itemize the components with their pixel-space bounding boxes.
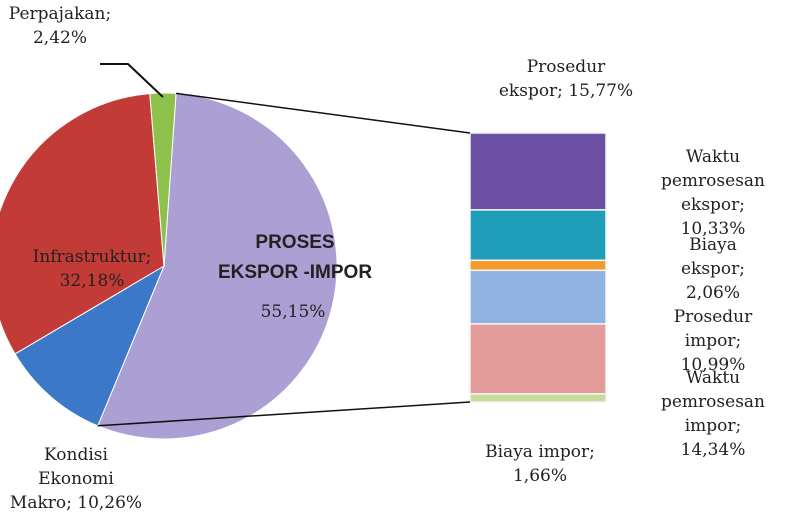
data-label: Perpajakan; 2,42% [9, 2, 111, 50]
label-text: 15,77% [568, 81, 634, 101]
label-text: PROSES EKSPOR -IMPOR [217, 232, 373, 283]
label-text: 2,06% [685, 283, 740, 303]
bar-segment [469, 209, 607, 262]
label-text: Perpajakan; [8, 4, 112, 24]
bar-segment [469, 132, 607, 211]
data-label: PROSES EKSPOR -IMPOR [218, 228, 372, 288]
label-text: Biaya ekspor; [680, 235, 746, 279]
bar-segment [469, 259, 607, 272]
data-label: Biaya ekspor; 2,06% [671, 233, 756, 305]
pie-slice [149, 92, 177, 267]
label-text: Infrastruktur; [32, 247, 152, 267]
pie-slice [14, 264, 166, 427]
label-text: 10,99% [680, 355, 746, 375]
label-text: Waktu pemrosesan impor; [660, 368, 766, 436]
bar-segment [469, 393, 607, 403]
data-label: Prosedur impor; 10,99% [671, 305, 756, 377]
label-text: 1,66% [512, 466, 567, 486]
label-text: 55,15% [260, 302, 326, 322]
connector-line [97, 401, 471, 427]
data-label: Waktu pemrosesan impor; 14,34% [661, 366, 765, 462]
leader-line [100, 63, 164, 98]
label-text: 10,26% [77, 493, 143, 513]
bar-segment [469, 269, 607, 325]
connector-line [175, 92, 471, 134]
label-text: 32,18% [59, 271, 125, 291]
data-label: Kondisi Ekonomi Makro; 10,26% [10, 443, 142, 515]
data-label: Waktu pemrosesan ekspor; 10,33% [661, 145, 765, 241]
label-text: Waktu pemrosesan ekspor; [660, 147, 766, 215]
pie-slice [97, 92, 338, 440]
bar-segment [469, 323, 607, 395]
data-label: Prosedur ekspor; 15,77% [499, 55, 633, 103]
data-label: Biaya impor; 1,66% [485, 440, 595, 488]
label-text: Kondisi Ekonomi Makro; [9, 445, 114, 513]
label-text: 10,33% [680, 219, 746, 239]
pie-slice [0, 93, 165, 355]
data-label: Infrastruktur; 32,18% [33, 245, 152, 293]
label-text: Biaya impor; [485, 442, 595, 462]
data-label: 55,15% [261, 300, 326, 324]
label-text: Prosedur ekspor; [498, 57, 606, 101]
label-text: 2,42% [32, 28, 87, 48]
label-text: Prosedur impor; [673, 307, 753, 351]
label-text: 14,34% [680, 440, 746, 460]
